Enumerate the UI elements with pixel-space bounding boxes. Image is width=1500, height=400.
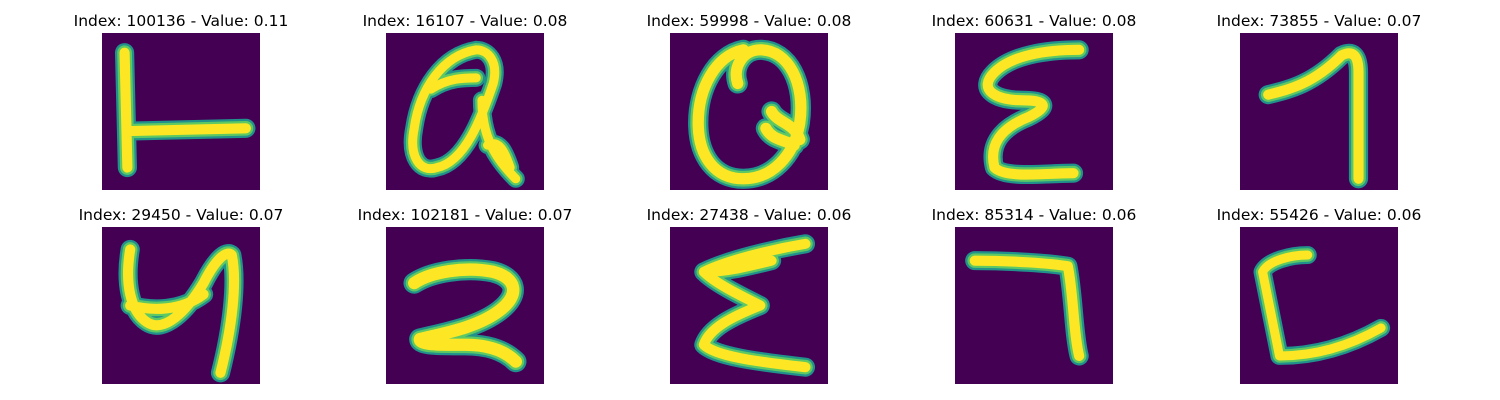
grid-panel: Index: 60631 - Value: 0.08 bbox=[924, 10, 1144, 190]
grid-panel: Index: 73855 - Value: 0.07 bbox=[1209, 10, 1429, 190]
grid-panel: Index: 16107 - Value: 0.08 bbox=[355, 10, 575, 190]
digit-image bbox=[386, 33, 544, 190]
panel-title: Index: 60631 - Value: 0.08 bbox=[931, 12, 1137, 30]
panel-title: Index: 102181 - Value: 0.07 bbox=[357, 206, 573, 224]
digit-image bbox=[102, 227, 260, 384]
panel-title: Index: 27438 - Value: 0.06 bbox=[646, 206, 852, 224]
panel-title: Index: 55426 - Value: 0.06 bbox=[1216, 206, 1422, 224]
digit-image bbox=[1240, 33, 1398, 190]
digit-image bbox=[670, 227, 828, 384]
grid-panel: Index: 59998 - Value: 0.08 bbox=[639, 10, 859, 190]
grid-panel: Index: 55426 - Value: 0.06 bbox=[1209, 204, 1429, 384]
grid-panel: Index: 100136 - Value: 0.11 bbox=[71, 10, 291, 190]
panel-title: Index: 59998 - Value: 0.08 bbox=[646, 12, 852, 30]
panel-title: Index: 100136 - Value: 0.11 bbox=[73, 12, 289, 30]
digit-image bbox=[955, 227, 1113, 384]
digit-image bbox=[955, 33, 1113, 190]
digit-image bbox=[670, 33, 828, 190]
image-background bbox=[955, 227, 1113, 384]
digit-image bbox=[102, 33, 260, 190]
digit-image bbox=[386, 227, 544, 384]
panel-title: Index: 73855 - Value: 0.07 bbox=[1216, 12, 1422, 30]
digit-image bbox=[1240, 227, 1398, 384]
grid-panel: Index: 27438 - Value: 0.06 bbox=[639, 204, 859, 384]
grid-panel: Index: 102181 - Value: 0.07 bbox=[355, 204, 575, 384]
grid-panel: Index: 85314 - Value: 0.06 bbox=[924, 204, 1144, 384]
image-background bbox=[1240, 33, 1398, 190]
panel-title: Index: 16107 - Value: 0.08 bbox=[362, 12, 568, 30]
panel-title: Index: 85314 - Value: 0.06 bbox=[931, 206, 1137, 224]
panel-title: Index: 29450 - Value: 0.07 bbox=[78, 206, 284, 224]
grid-panel: Index: 29450 - Value: 0.07 bbox=[71, 204, 291, 384]
